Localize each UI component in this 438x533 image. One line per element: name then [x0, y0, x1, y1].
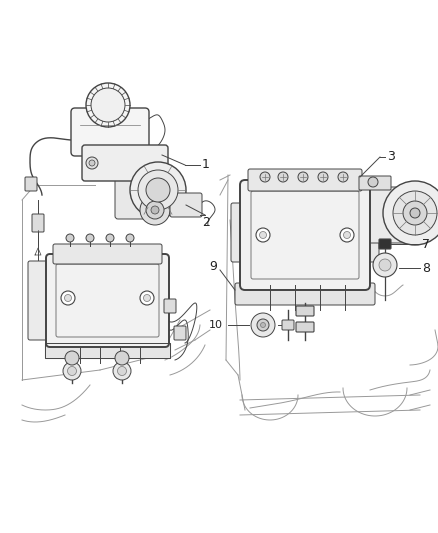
Circle shape — [91, 88, 125, 122]
FancyBboxPatch shape — [82, 145, 168, 181]
Circle shape — [410, 208, 420, 218]
Circle shape — [151, 206, 159, 214]
Text: 8: 8 — [422, 262, 430, 274]
Text: 3: 3 — [387, 150, 395, 164]
FancyBboxPatch shape — [359, 203, 379, 262]
FancyBboxPatch shape — [235, 283, 375, 305]
FancyBboxPatch shape — [71, 108, 149, 156]
Text: 2: 2 — [202, 215, 210, 229]
Circle shape — [340, 228, 354, 242]
Circle shape — [65, 351, 79, 365]
Circle shape — [130, 162, 186, 218]
Text: 1: 1 — [202, 158, 210, 172]
FancyBboxPatch shape — [282, 320, 294, 330]
FancyBboxPatch shape — [25, 177, 37, 191]
Circle shape — [278, 172, 288, 182]
FancyBboxPatch shape — [174, 326, 186, 340]
FancyBboxPatch shape — [53, 244, 162, 264]
Circle shape — [338, 172, 348, 182]
Circle shape — [373, 253, 397, 277]
Circle shape — [138, 170, 178, 210]
FancyBboxPatch shape — [46, 254, 169, 347]
Circle shape — [61, 291, 75, 305]
Circle shape — [89, 160, 95, 166]
Circle shape — [318, 172, 328, 182]
Circle shape — [379, 259, 391, 271]
Circle shape — [256, 228, 270, 242]
Circle shape — [251, 313, 275, 337]
FancyBboxPatch shape — [32, 214, 44, 232]
Circle shape — [140, 195, 170, 225]
Circle shape — [115, 351, 129, 365]
Circle shape — [86, 83, 130, 127]
Circle shape — [257, 319, 269, 331]
Circle shape — [126, 234, 134, 242]
Circle shape — [117, 367, 127, 376]
Circle shape — [66, 234, 74, 242]
Circle shape — [343, 231, 350, 238]
Circle shape — [259, 231, 266, 238]
FancyBboxPatch shape — [231, 203, 251, 262]
Circle shape — [64, 295, 71, 302]
FancyBboxPatch shape — [164, 299, 176, 313]
Circle shape — [383, 181, 438, 245]
Circle shape — [146, 178, 170, 202]
Circle shape — [67, 367, 77, 376]
Circle shape — [368, 177, 378, 187]
Circle shape — [113, 362, 131, 380]
FancyBboxPatch shape — [296, 322, 314, 332]
FancyBboxPatch shape — [115, 175, 156, 219]
FancyBboxPatch shape — [360, 187, 418, 243]
Circle shape — [403, 201, 427, 225]
FancyBboxPatch shape — [28, 261, 56, 340]
Circle shape — [63, 362, 81, 380]
Circle shape — [106, 234, 114, 242]
FancyBboxPatch shape — [170, 193, 202, 217]
Text: 9: 9 — [209, 261, 217, 273]
Circle shape — [146, 201, 164, 219]
Text: 7: 7 — [422, 238, 430, 251]
FancyBboxPatch shape — [240, 180, 370, 290]
Polygon shape — [45, 343, 170, 358]
FancyBboxPatch shape — [379, 239, 391, 249]
Circle shape — [260, 172, 270, 182]
Text: 10: 10 — [209, 320, 223, 330]
FancyBboxPatch shape — [248, 169, 362, 191]
Circle shape — [298, 172, 308, 182]
FancyBboxPatch shape — [296, 306, 314, 316]
Circle shape — [86, 234, 94, 242]
Circle shape — [144, 295, 151, 302]
Circle shape — [140, 291, 154, 305]
FancyBboxPatch shape — [359, 176, 391, 190]
Circle shape — [393, 191, 437, 235]
Circle shape — [86, 157, 98, 169]
Circle shape — [261, 322, 265, 327]
